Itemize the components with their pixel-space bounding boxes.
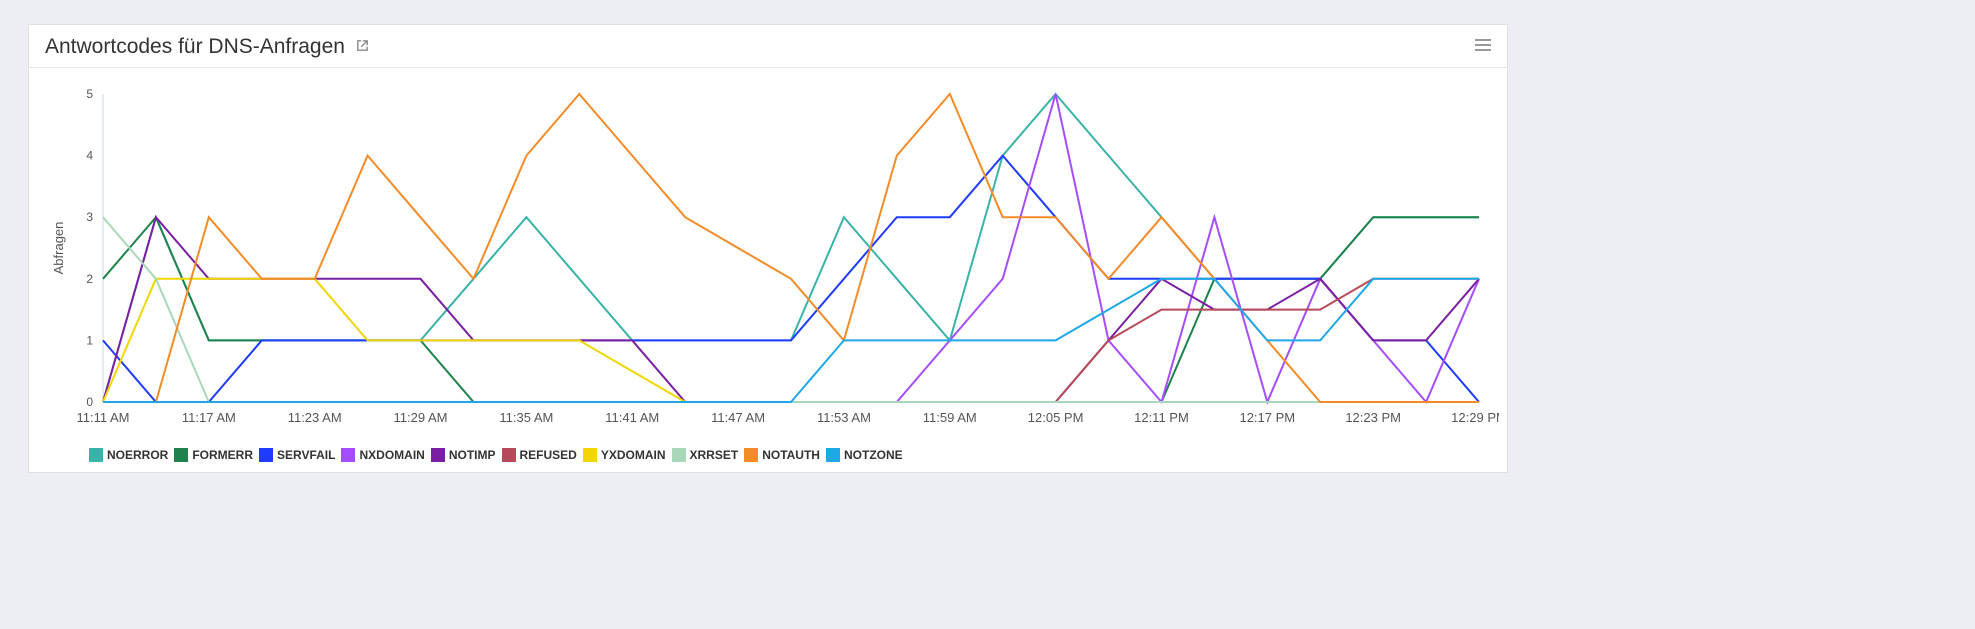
- legend-swatch: [89, 448, 103, 462]
- legend-swatch: [174, 448, 188, 462]
- legend-label: FORMERR: [192, 448, 253, 462]
- legend: NOERROR FORMERR SERVFAIL NXDOMAIN NOTIMP REFU…: [29, 444, 1507, 472]
- x-tick-label: 11:11 AM: [77, 410, 130, 425]
- legend-label: NOTZONE: [844, 448, 903, 462]
- x-tick-label: 11:41 AM: [605, 410, 659, 425]
- legend-item-servfail[interactable]: SERVFAIL: [259, 448, 335, 462]
- x-tick-label: 12:11 PM: [1134, 410, 1189, 425]
- legend-item-noerror[interactable]: NOERROR: [89, 448, 168, 462]
- x-tick-label: 11:17 AM: [182, 410, 236, 425]
- x-tick-label: 11:53 AM: [817, 410, 871, 425]
- x-tick-label: 12:17 PM: [1239, 410, 1295, 425]
- series-noerror[interactable]: [103, 94, 1479, 402]
- y-tick-label: 0: [86, 395, 93, 409]
- legend-swatch: [826, 448, 840, 462]
- legend-item-notauth[interactable]: NOTAUTH: [744, 448, 820, 462]
- external-link-icon[interactable]: [355, 35, 370, 59]
- legend-label: NOERROR: [107, 448, 168, 462]
- x-tick-label: 12:05 PM: [1028, 410, 1084, 425]
- y-tick-label: 2: [86, 272, 93, 286]
- legend-swatch: [431, 448, 445, 462]
- legend-item-notzone[interactable]: NOTZONE: [826, 448, 903, 462]
- y-tick-label: 4: [86, 149, 93, 163]
- legend-label: XRRSET: [690, 448, 739, 462]
- legend-item-nxdomain[interactable]: NXDOMAIN: [341, 448, 424, 462]
- legend-swatch: [259, 448, 273, 462]
- legend-swatch: [672, 448, 686, 462]
- x-tick-label: 11:47 AM: [711, 410, 765, 425]
- legend-swatch: [744, 448, 758, 462]
- legend-label: SERVFAIL: [277, 448, 335, 462]
- legend-label: YXDOMAIN: [601, 448, 666, 462]
- y-tick-label: 3: [86, 210, 93, 224]
- x-tick-label: 12:23 PM: [1345, 410, 1401, 425]
- series-notauth[interactable]: [103, 94, 1479, 402]
- x-tick-label: 11:59 AM: [923, 410, 977, 425]
- x-tick-label: 12:29 PM: [1451, 410, 1499, 425]
- legend-label: NOTIMP: [449, 448, 496, 462]
- legend-item-notimp[interactable]: NOTIMP: [431, 448, 496, 462]
- y-axis-label: Abfragen: [51, 222, 66, 275]
- legend-label: NXDOMAIN: [359, 448, 424, 462]
- hamburger-icon[interactable]: [1475, 38, 1491, 57]
- chart-panel: Antwortcodes für DNS-Anfragen 0 1 2 3 4 5 Abfr…: [28, 24, 1508, 473]
- x-tick-label: 11:29 AM: [394, 410, 448, 425]
- legend-item-refused[interactable]: REFUSED: [502, 448, 577, 462]
- panel-header: Antwortcodes für DNS-Anfragen: [29, 25, 1507, 68]
- y-tick-label: 5: [86, 87, 93, 101]
- legend-swatch: [502, 448, 516, 462]
- series-nxdomain[interactable]: [103, 94, 1479, 402]
- legend-item-formerr[interactable]: FORMERR: [174, 448, 253, 462]
- chart-area: 0 1 2 3 4 5 Abfragen 11:11 AM 11:17 AM 11:23 AM 11…: [29, 68, 1507, 444]
- legend-swatch: [583, 448, 597, 462]
- x-tick-label: 11:35 AM: [499, 410, 553, 425]
- y-tick-label: 1: [86, 333, 93, 347]
- panel-title-text: Antwortcodes für DNS-Anfragen: [45, 35, 345, 59]
- legend-item-xrrset[interactable]: XRRSET: [672, 448, 739, 462]
- legend-swatch: [341, 448, 355, 462]
- x-tick-label: 11:23 AM: [288, 410, 342, 425]
- legend-label: NOTAUTH: [762, 448, 820, 462]
- legend-label: REFUSED: [520, 448, 577, 462]
- line-chart: 0 1 2 3 4 5 Abfragen 11:11 AM 11:17 AM 11:23 AM 11…: [39, 76, 1499, 436]
- legend-item-yxdomain[interactable]: YXDOMAIN: [583, 448, 666, 462]
- panel-title: Antwortcodes für DNS-Anfragen: [45, 35, 370, 59]
